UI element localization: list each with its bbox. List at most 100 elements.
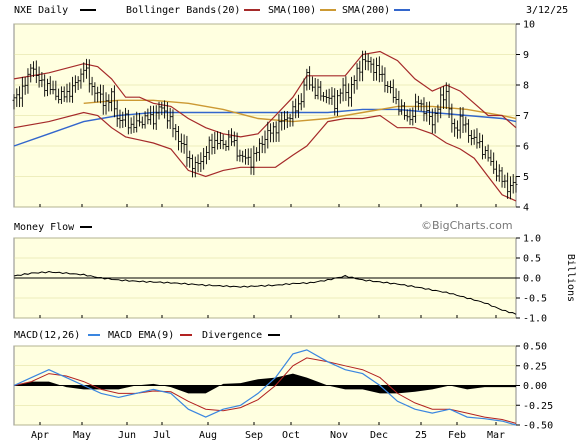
money-flow-line (13, 270, 517, 315)
x-tick-label: Oct (282, 430, 300, 441)
price-bar (32, 61, 36, 77)
price-bar (291, 100, 295, 127)
price-bar (174, 124, 178, 141)
macd-y-tick-label: -0.25 (523, 401, 553, 412)
price-bar (160, 101, 164, 116)
x-tick-label: Apr (31, 430, 49, 441)
price-bar (467, 119, 471, 143)
price-bar (26, 68, 30, 94)
price-bar (112, 85, 116, 118)
watermark: ©BigCharts.com (421, 219, 513, 232)
price-bar (196, 154, 200, 173)
price-bar (277, 113, 281, 142)
price-panel: 4 5 6 7 8 9 10 ©BigCharts.com (12, 20, 535, 232)
price-bar (199, 152, 203, 172)
price-bar (235, 132, 239, 162)
macd-ema-line (13, 357, 517, 424)
price-bar (45, 78, 49, 97)
price-bar (313, 78, 317, 100)
x-tick-label: Dec (370, 430, 388, 441)
price-bar (444, 82, 448, 109)
price-bar (506, 172, 510, 199)
price-bar (514, 176, 518, 193)
price-bar (274, 121, 278, 142)
price-bar (478, 132, 482, 149)
price-bar (461, 107, 465, 133)
macd-y-tick-label: 0.25 (523, 361, 547, 372)
price-bar (221, 134, 225, 150)
price-bar (425, 101, 429, 122)
price-bar (246, 148, 250, 166)
price-y-tick-label: 8 (523, 81, 529, 92)
price-bar (62, 86, 66, 102)
money-flow-y-tick-label: 1.0 (523, 234, 541, 245)
price-bar (464, 116, 468, 133)
price-bar (224, 140, 228, 151)
price-bar (352, 75, 356, 94)
price-bar (98, 84, 102, 104)
date-label: 3/12/25 (526, 5, 568, 16)
price-bar (492, 152, 496, 174)
price-bar (138, 112, 141, 127)
money-flow-label: Money Flow (14, 222, 75, 233)
price-y-tick-label: 5 (523, 172, 529, 183)
price-bar (280, 111, 284, 131)
price-bar (151, 105, 155, 130)
price-bar (154, 105, 158, 130)
price-bar (96, 86, 100, 103)
price-bar (149, 105, 153, 125)
price-bar (124, 107, 128, 127)
price-bar (171, 109, 175, 138)
price-bar (193, 156, 197, 178)
price-y-axis: 4 5 6 7 8 9 10 (516, 20, 535, 214)
price-bar (29, 63, 33, 83)
price-bar (453, 118, 457, 137)
price-bar (494, 160, 498, 182)
price-bar (59, 86, 63, 104)
price-bar (358, 60, 362, 82)
x-tick-label: Nov (330, 430, 348, 441)
price-bar (366, 53, 370, 71)
price-bar (185, 135, 189, 167)
price-bar (375, 57, 379, 81)
price-bar (416, 95, 420, 111)
divergence-label: Divergence (202, 330, 262, 341)
x-tick-label: Sep (245, 430, 263, 441)
price-bar (324, 89, 328, 104)
price-bar (296, 94, 300, 118)
price-bar (260, 135, 264, 154)
macd-line (13, 349, 517, 426)
price-bar (188, 150, 192, 168)
x-tick-label: Mar (487, 430, 505, 441)
price-bar (121, 111, 125, 128)
price-bar (243, 149, 247, 165)
price-bar (319, 81, 323, 101)
price-bar (232, 131, 236, 147)
price-bar (383, 67, 387, 93)
top-header: NXE Daily Bollinger Bands(20) SMA(100) S… (14, 5, 568, 16)
price-bar (508, 176, 512, 200)
price-bar (93, 82, 97, 103)
price-bar (441, 86, 445, 109)
price-bar (497, 164, 501, 182)
price-bar (146, 108, 150, 125)
price-bar (310, 76, 314, 92)
price-bar (430, 108, 434, 134)
price-bar (338, 88, 342, 104)
price-bar (380, 65, 384, 82)
x-axis: Apr May Jun Jul Aug Sep Oct Nov Dec 25 Feb Mar (31, 204, 505, 441)
price-bar (20, 76, 24, 107)
price-bar (132, 115, 136, 133)
price-bar (305, 68, 309, 91)
money-flow-y-tick-label: 0.5 (523, 254, 541, 265)
price-bar (283, 110, 287, 130)
price-bar (294, 98, 298, 119)
sma100-legend-label: SMA(100) (268, 5, 316, 16)
price-bar (57, 88, 61, 104)
price-bar (355, 63, 359, 90)
price-bar (202, 147, 206, 170)
price-bar (37, 66, 41, 88)
price-bar (163, 100, 167, 119)
money-flow-header: Money Flow (14, 222, 92, 233)
price-bar (363, 50, 367, 71)
